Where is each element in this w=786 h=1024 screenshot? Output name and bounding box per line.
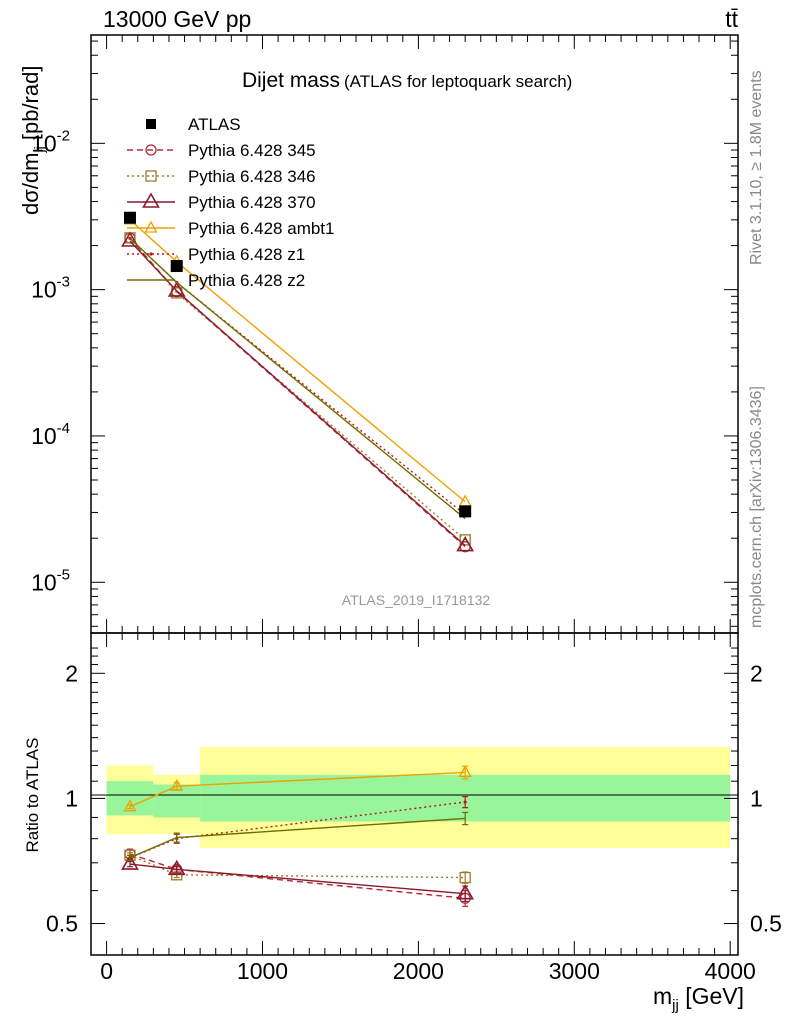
main-subtitle: (ATLAS for leptoquark search) xyxy=(344,72,572,91)
y-tick-label: 10-4 xyxy=(31,420,70,449)
y-tick-label: 0.5 xyxy=(46,911,78,937)
legend-item: Pythia 6.428 z2 xyxy=(127,271,305,290)
legend-label: ATLAS xyxy=(188,115,241,134)
legend-label: Pythia 6.428 z2 xyxy=(188,271,305,290)
marker-dot xyxy=(149,252,153,256)
marker-triangle xyxy=(121,854,139,870)
xlabel-sub: jj xyxy=(671,997,679,1014)
ylabel-main: dσ/dm xyxy=(18,153,43,216)
ratio-ticks xyxy=(91,633,738,955)
marker-data xyxy=(170,260,183,273)
y-tick-label: 0.5 xyxy=(750,911,782,937)
y-tick-label: 1 xyxy=(65,785,78,811)
main-series xyxy=(121,211,475,553)
y-tick-label: 10-3 xyxy=(31,274,70,303)
main-panel: Dijet mass (ATLAS for leptoquark search)… xyxy=(18,34,739,634)
rivet-label: Rivet 3.1.10, ≥ 1.8M events xyxy=(748,70,765,265)
series-pythia-6-428-370 xyxy=(121,854,475,903)
tick-exponent: -5 xyxy=(57,566,70,583)
series-line xyxy=(129,853,466,899)
marker-triangle xyxy=(167,859,186,876)
marker-triangle xyxy=(144,220,158,233)
x-tick-label: 4000 xyxy=(705,958,756,984)
ratio-bands xyxy=(106,746,731,848)
tick-base: 10 xyxy=(31,130,57,156)
legend-item: Pythia 6.428 ambt1 xyxy=(127,219,334,238)
legend-label: Pythia 6.428 346 xyxy=(188,167,316,186)
y-tick-label: 10-5 xyxy=(31,566,70,595)
marker-triangle xyxy=(456,884,475,900)
xlabel-main: m xyxy=(653,983,672,1009)
legend-item: Pythia 6.428 345 xyxy=(127,141,316,160)
y-tick-label: 2 xyxy=(750,660,763,686)
tick-base: 10 xyxy=(31,423,57,449)
marker-triangle xyxy=(121,231,139,247)
legend-label: Pythia 6.428 z1 xyxy=(188,245,305,264)
x-tick-label: 3000 xyxy=(549,958,600,984)
legend-item: Pythia 6.428 370 xyxy=(127,192,316,212)
tick-exponent: -4 xyxy=(57,420,70,437)
mcplots-label: mcplots.cern.ch [arXiv:1306.3436] xyxy=(748,386,765,628)
ratio-frame xyxy=(90,632,739,956)
series-pythia-6-428-z2 xyxy=(129,237,466,520)
tick-base: 10 xyxy=(31,569,57,595)
x-tick-labels: 0 1000 2000 3000 4000 xyxy=(100,958,756,984)
main-ylabel: dσ/dmjj [pb/rad] xyxy=(18,66,47,215)
legend-label: Pythia 6.428 ambt1 xyxy=(188,219,334,238)
legend: ATLAS Pythia 6.428 345 Pythia 6.428 346 Pyt… xyxy=(127,115,334,290)
legend-item: Pythia 6.428 z1 xyxy=(127,245,305,264)
main-title: Dijet mass xyxy=(242,69,340,92)
series-pythia-6-428-370 xyxy=(121,231,475,552)
y-tick-label: 1 xyxy=(750,785,763,811)
main-ticks xyxy=(91,35,738,633)
series-line xyxy=(129,237,466,520)
ratio-ytick-labels: 2 2 1 1 0.5 0.5 xyxy=(46,660,782,936)
tick-base: 10 xyxy=(31,277,57,303)
marker-triangle xyxy=(123,799,137,812)
y-tick-label: 2 xyxy=(65,660,78,686)
legend-label: Pythia 6.428 345 xyxy=(188,141,316,160)
series-line xyxy=(129,240,466,547)
marker-triangle xyxy=(458,765,472,778)
marker-triangle xyxy=(458,494,472,507)
marker-triangle xyxy=(167,281,186,297)
process-label: tt̄ xyxy=(725,6,738,32)
legend-marker xyxy=(146,119,156,129)
x-tick-label: 2000 xyxy=(393,958,444,984)
x-axis-label: mjj [GeV] xyxy=(653,983,744,1014)
energy-label: 13000 GeV pp xyxy=(103,6,251,32)
ratio-ylabel: Ratio to ATLAS xyxy=(23,738,42,853)
main-ytick-labels: 10-210-310-410-5 xyxy=(31,127,70,595)
y-tick-label: 10-2 xyxy=(31,127,70,156)
marker-data xyxy=(123,211,136,224)
legend-item: ATLAS xyxy=(146,115,241,134)
marker-square xyxy=(145,170,157,182)
marker-circle xyxy=(145,144,157,156)
x-tick-label: 1000 xyxy=(237,958,288,984)
legend-label: Pythia 6.428 370 xyxy=(188,193,316,212)
xlabel-unit: [GeV] xyxy=(685,983,744,1009)
marker-square xyxy=(459,871,471,884)
marker-triangle xyxy=(142,192,160,208)
watermark: ATLAS_2019_I1718132 xyxy=(342,592,491,608)
series-pythia-6-428-ambt1 xyxy=(123,765,472,812)
marker-triangle xyxy=(170,778,184,791)
ylabel-unit-text: [pb/rad] xyxy=(18,66,43,141)
tick-exponent: -2 xyxy=(57,127,70,144)
series-line xyxy=(129,237,466,541)
ratio-series xyxy=(121,765,475,907)
ratio-panel: 2 2 1 1 0.5 0.5 0 1000 2000 3000 4000 Ratio to AT… xyxy=(23,632,782,1014)
tick-exponent: -3 xyxy=(57,274,70,291)
ylabel-sub: jj xyxy=(31,146,47,153)
x-tick-label: 0 xyxy=(100,958,113,984)
marker-dot xyxy=(463,800,467,804)
series-pythia-6-428-z2 xyxy=(126,811,469,861)
uncertainty-band-inner xyxy=(106,781,154,816)
marker-triangle xyxy=(456,536,475,552)
marker-data xyxy=(459,505,472,518)
legend-item: Pythia 6.428 346 xyxy=(127,167,316,186)
